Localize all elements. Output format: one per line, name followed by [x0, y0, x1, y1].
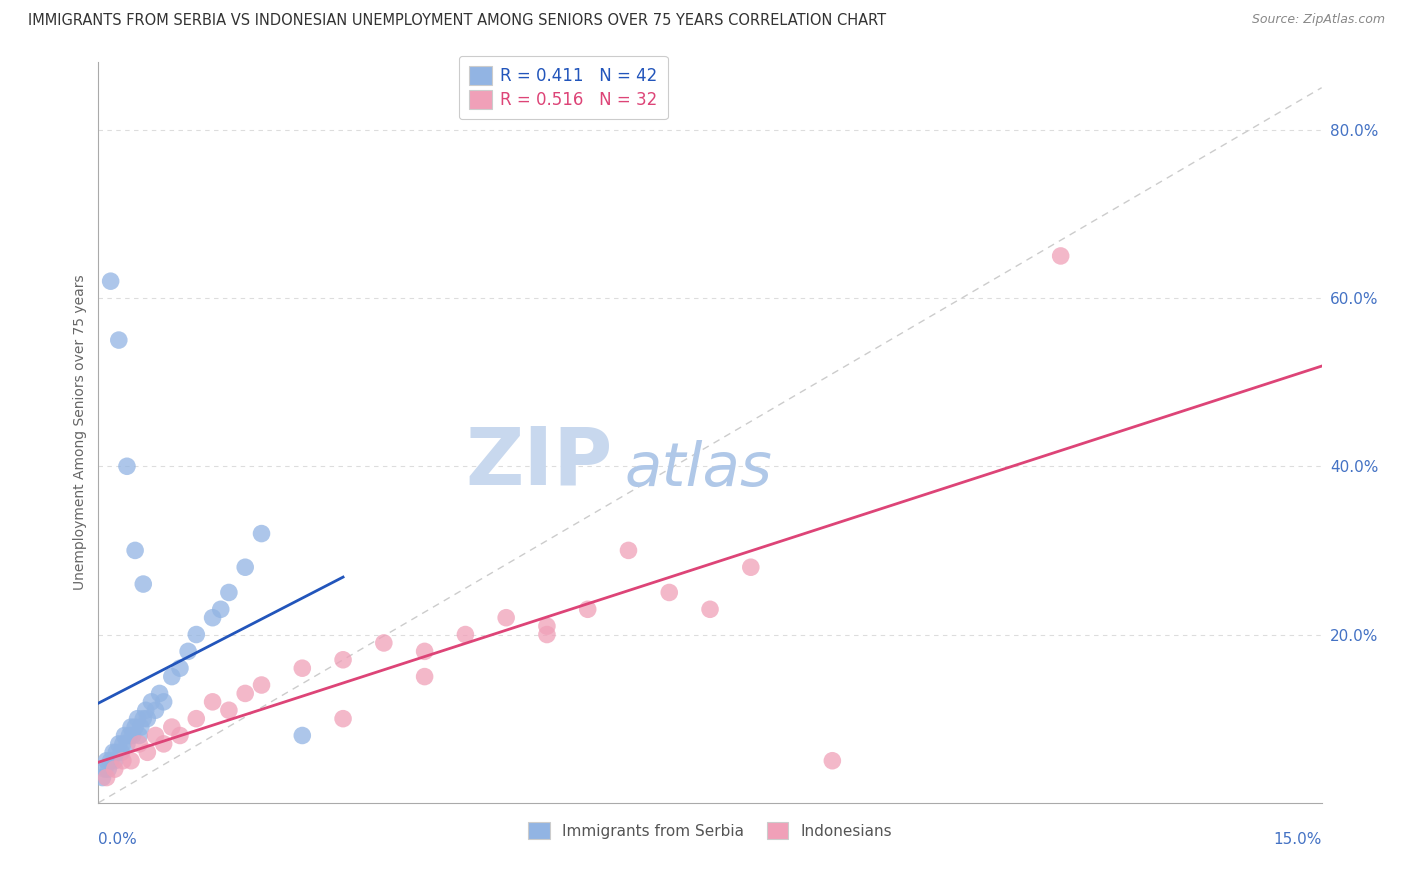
Point	[111, 754, 134, 768]
Point	[413, 670, 436, 684]
Point	[209, 602, 232, 616]
Point	[104, 762, 127, 776]
Point	[152, 695, 174, 709]
Text: 0.0%: 0.0%	[98, 832, 138, 847]
Point	[169, 661, 191, 675]
Point	[201, 695, 224, 709]
Text: Source: ZipAtlas.com: Source: ZipAtlas.com	[1251, 13, 1385, 27]
Point	[149, 686, 172, 700]
Point	[332, 712, 354, 726]
Point	[136, 712, 159, 726]
Point	[233, 560, 256, 574]
Text: atlas: atlas	[624, 440, 772, 500]
Point	[132, 577, 155, 591]
Point	[536, 627, 558, 641]
Legend: Immigrants from Serbia, Indonesians: Immigrants from Serbia, Indonesians	[520, 814, 900, 847]
Point	[128, 737, 150, 751]
Point	[250, 526, 273, 541]
Point	[821, 754, 844, 768]
Point	[699, 602, 721, 616]
Point	[373, 636, 395, 650]
Point	[135, 703, 157, 717]
Point	[105, 745, 128, 759]
Point	[118, 729, 141, 743]
Point	[120, 754, 142, 768]
Point	[136, 745, 159, 759]
Point	[160, 670, 183, 684]
Point	[96, 771, 118, 785]
Point	[145, 729, 167, 743]
Point	[115, 459, 138, 474]
Point	[495, 610, 517, 624]
Point	[291, 661, 314, 675]
Point	[1049, 249, 1071, 263]
Point	[152, 737, 174, 751]
Point	[124, 543, 146, 558]
Point	[250, 678, 273, 692]
Point	[145, 703, 167, 717]
Point	[100, 274, 122, 288]
Point	[94, 762, 117, 776]
Point	[100, 754, 122, 768]
Y-axis label: Unemployment Among Seniors over 75 years: Unemployment Among Seniors over 75 years	[73, 275, 87, 591]
Point	[91, 771, 114, 785]
Point	[101, 745, 124, 759]
Point	[177, 644, 200, 658]
Point	[454, 627, 477, 641]
Point	[186, 627, 208, 641]
Point	[104, 754, 127, 768]
Point	[110, 745, 132, 759]
Text: ZIP: ZIP	[465, 423, 612, 501]
Point	[576, 602, 599, 616]
Point	[111, 737, 134, 751]
Point	[332, 653, 354, 667]
Point	[120, 720, 142, 734]
Point	[96, 754, 118, 768]
Point	[617, 543, 640, 558]
Point	[115, 737, 138, 751]
Point	[129, 720, 152, 734]
Point	[124, 720, 146, 734]
Point	[291, 729, 314, 743]
Point	[233, 686, 256, 700]
Point	[169, 729, 191, 743]
Point	[127, 712, 149, 726]
Point	[201, 610, 224, 624]
Point	[186, 712, 208, 726]
Point	[740, 560, 762, 574]
Point	[108, 737, 131, 751]
Point	[132, 712, 155, 726]
Text: 15.0%: 15.0%	[1274, 832, 1322, 847]
Point	[218, 585, 240, 599]
Point	[536, 619, 558, 633]
Point	[97, 762, 120, 776]
Point	[218, 703, 240, 717]
Point	[658, 585, 681, 599]
Point	[114, 729, 136, 743]
Point	[160, 720, 183, 734]
Point	[128, 729, 150, 743]
Point	[121, 729, 143, 743]
Point	[141, 695, 163, 709]
Text: IMMIGRANTS FROM SERBIA VS INDONESIAN UNEMPLOYMENT AMONG SENIORS OVER 75 YEARS CO: IMMIGRANTS FROM SERBIA VS INDONESIAN UNE…	[28, 13, 886, 29]
Point	[413, 644, 436, 658]
Point	[108, 333, 131, 347]
